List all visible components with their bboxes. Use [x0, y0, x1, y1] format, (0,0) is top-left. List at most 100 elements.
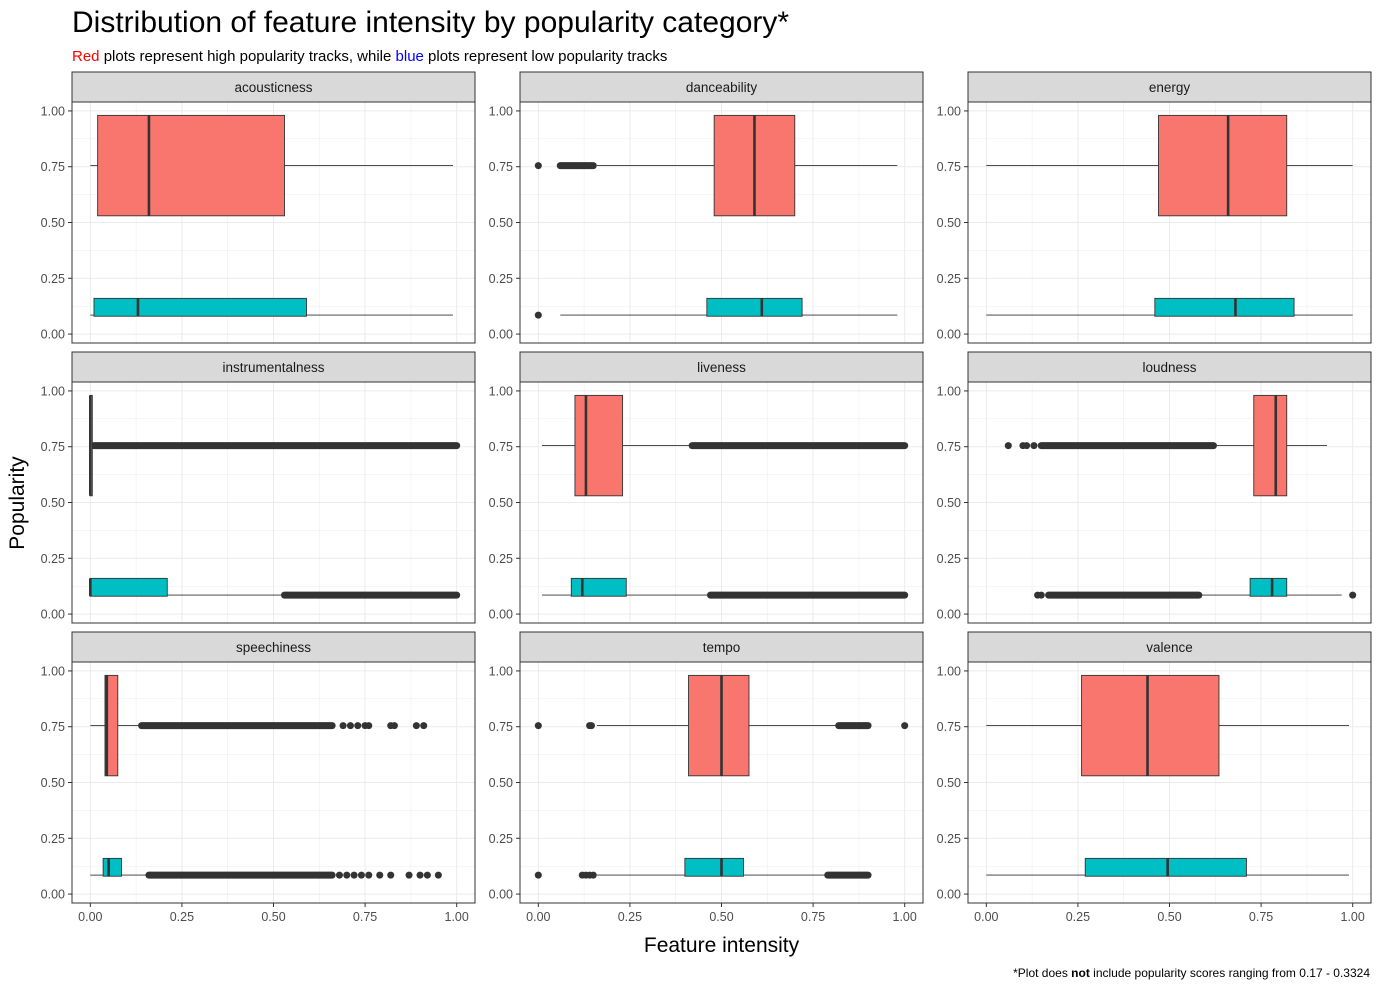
outlier-point-low-danceability — [534, 311, 542, 319]
y-tick-label-speechiness: 0.25 — [41, 832, 65, 846]
chart-title: Distribution of feature intensity by pop… — [72, 6, 790, 39]
box-high-valence — [1081, 674, 1220, 777]
outlier-point-high-speechiness — [365, 722, 373, 730]
y-tick-label-instrumentalness: 0.25 — [41, 552, 65, 566]
x-tick-label-valence: 0.75 — [1249, 910, 1273, 924]
y-tick-label-tempo: 0.50 — [489, 776, 513, 790]
outlier-point-high-tempo — [587, 722, 595, 730]
facet-label-liveness: liveness — [697, 360, 746, 375]
y-tick-label-danceability: 0.25 — [489, 272, 513, 286]
y-tick-label-valence: 0.50 — [937, 776, 961, 790]
box-high-tempo — [688, 674, 750, 777]
y-tick-label-speechiness: 1.00 — [41, 664, 65, 678]
y-tick-label-tempo: 0.25 — [489, 832, 513, 846]
y-tick-label-acousticness: 0.75 — [41, 160, 65, 174]
outlier-point-high-tempo — [534, 722, 542, 730]
y-tick-label-valence: 0.00 — [937, 888, 961, 902]
y-tick-label-danceability: 0.50 — [489, 216, 513, 230]
box-low-valence — [1084, 857, 1247, 877]
box-high-liveness — [574, 394, 624, 497]
y-tick-label-energy: 0.25 — [937, 272, 961, 286]
facet-strip-tempo — [519, 631, 924, 663]
x-tick-label-speechiness: 0.75 — [353, 910, 377, 924]
y-tick-label-speechiness: 0.75 — [41, 720, 65, 734]
facet-label-energy: energy — [1149, 80, 1191, 95]
facet-strip-speechiness — [71, 631, 476, 663]
y-tick-label-speechiness: 0.00 — [41, 888, 65, 902]
x-tick-label-tempo: 0.75 — [801, 910, 825, 924]
facet-label-valence: valence — [1146, 640, 1193, 655]
outlier-point-high-tempo — [901, 722, 909, 730]
x-tick-label-tempo: 1.00 — [893, 910, 917, 924]
y-tick-label-liveness: 1.00 — [489, 384, 513, 398]
facet-strip-energy — [967, 71, 1372, 103]
y-tick-label-instrumentalness: 0.00 — [41, 608, 65, 622]
y-tick-label-energy: 0.75 — [937, 160, 961, 174]
outlier-point-high-speechiness — [354, 722, 362, 730]
y-tick-label-liveness: 0.75 — [489, 440, 513, 454]
caption-bold: not — [1071, 966, 1090, 980]
x-axis-label: Feature intensity — [643, 934, 800, 957]
y-tick-label-loudness: 0.25 — [937, 552, 961, 566]
subtitle-middle: plots represent high popularity tracks, … — [99, 48, 396, 65]
y-tick-label-energy: 1.00 — [937, 104, 961, 118]
box-low-speechiness — [102, 857, 122, 877]
y-tick-label-danceability: 0.75 — [489, 160, 513, 174]
x-tick-label-valence: 0.50 — [1157, 910, 1181, 924]
outlier-point-low-speechiness — [335, 871, 343, 879]
x-tick-label-valence: 0.25 — [1066, 910, 1090, 924]
outlier-point-low-tempo — [534, 871, 542, 879]
outlier-point-low-speechiness — [387, 871, 395, 879]
y-tick-label-instrumentalness: 0.50 — [41, 496, 65, 510]
y-tick-label-speechiness: 0.50 — [41, 776, 65, 790]
facet-strip-liveness — [519, 351, 924, 383]
x-tick-label-speechiness: 0.25 — [170, 910, 194, 924]
box-low-tempo — [684, 857, 744, 877]
y-tick-label-tempo: 0.75 — [489, 720, 513, 734]
outlier-point-low-speechiness — [434, 871, 442, 879]
subtitle-red-word: Red — [72, 48, 100, 65]
y-tick-label-loudness: 0.50 — [937, 496, 961, 510]
y-tick-label-energy: 0.00 — [937, 328, 961, 342]
caption-pre: *Plot does — [1013, 966, 1072, 980]
y-tick-label-tempo: 0.00 — [489, 888, 513, 902]
subtitle-blue-word: blue — [395, 48, 424, 65]
y-tick-label-acousticness: 1.00 — [41, 104, 65, 118]
box-high-loudness — [1253, 394, 1288, 497]
x-tick-label-tempo: 0.50 — [709, 910, 733, 924]
facet-label-tempo: tempo — [703, 640, 741, 655]
outlier-point-high-loudness — [1023, 442, 1031, 450]
box-low-loudness — [1249, 577, 1288, 597]
subtitle-end: plots represent low popularity tracks — [423, 48, 668, 65]
y-tick-label-valence: 0.25 — [937, 832, 961, 846]
outlier-point-low-loudness — [1037, 591, 1045, 599]
outlier-point-low-loudness — [1349, 591, 1357, 599]
y-tick-label-acousticness: 0.25 — [41, 272, 65, 286]
facet-strip-loudness — [967, 351, 1372, 383]
x-tick-label-speechiness: 1.00 — [445, 910, 469, 924]
box-low-danceability — [706, 297, 803, 317]
box-high-speechiness — [104, 674, 119, 777]
outlier-point-low-speechiness — [357, 871, 365, 879]
y-tick-label-liveness: 0.25 — [489, 552, 513, 566]
box-low-instrumentalness — [89, 577, 168, 597]
outlier-point-high-speechiness — [412, 722, 420, 730]
outlier-point-high-loudness — [1030, 442, 1038, 450]
x-tick-label-tempo: 0.25 — [618, 910, 642, 924]
y-tick-label-liveness: 0.00 — [489, 608, 513, 622]
outlier-point-high-loudness — [1004, 442, 1012, 450]
caption-post: include popularity scores ranging from 0… — [1089, 966, 1370, 980]
y-tick-label-acousticness: 0.50 — [41, 216, 65, 230]
box-high-energy — [1158, 114, 1288, 217]
facet-strip-valence — [967, 631, 1372, 663]
facet-label-acousticness: acousticness — [234, 80, 312, 95]
facet-label-instrumentalness: instrumentalness — [222, 360, 324, 375]
facet-label-speechiness: speechiness — [236, 640, 311, 655]
x-tick-label-valence: 0.00 — [974, 910, 998, 924]
chart-subtitle: Red plots represent high popularity trac… — [72, 47, 667, 67]
outlier-point-high-speechiness — [420, 722, 428, 730]
outlier-point-low-speechiness — [343, 871, 351, 879]
outlier-point-high-speechiness — [346, 722, 354, 730]
outlier-point-high-speechiness — [390, 722, 398, 730]
box-low-energy — [1154, 297, 1295, 317]
